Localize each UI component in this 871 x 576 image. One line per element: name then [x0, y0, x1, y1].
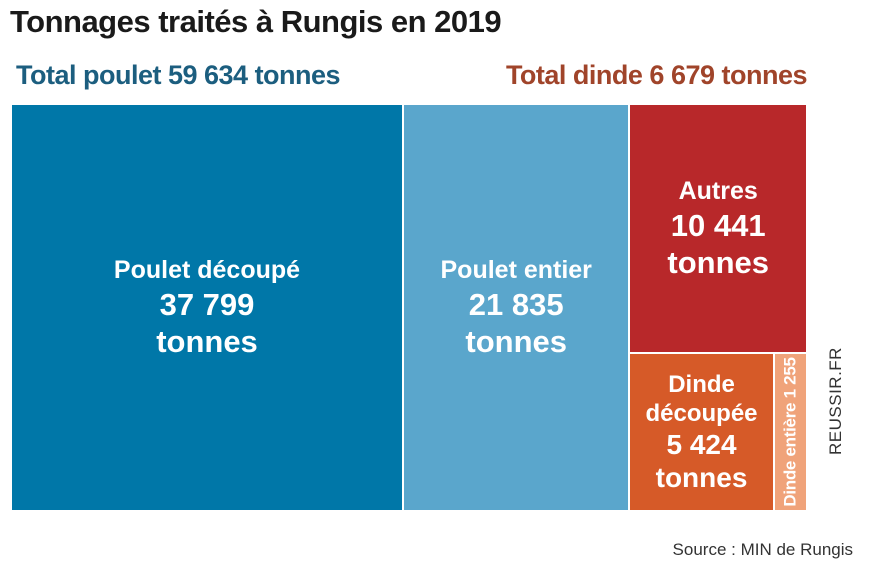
- treemap: Poulet découpé 37 799 tonnes Poulet enti…: [12, 105, 808, 510]
- tile-chicken-whole-label: Poulet entier: [440, 256, 592, 284]
- total-chicken: Total poulet 59 634 tonnes: [16, 60, 341, 90]
- tile-turkey-cut-label-1: Dinde: [668, 370, 735, 398]
- tile-chicken-cut-value: 37 799: [159, 287, 255, 322]
- tile-chicken-whole-unit: tonnes: [465, 324, 568, 359]
- tile-others-value: 10 441: [670, 207, 766, 243]
- tile-others-unit: tonnes: [667, 244, 770, 280]
- tile-chicken-cut-unit: tonnes: [156, 324, 258, 359]
- tile-turkey-whole: Dinde entière 1 255: [774, 351, 808, 510]
- credit-label: REUSSIR.FR: [826, 347, 845, 455]
- tile-others-label: Autres: [678, 176, 758, 205]
- tile-turkey-cut: Dinde découpée 5 424 tonnes: [630, 351, 775, 510]
- tile-turkey-cut-label-2: découpée: [645, 399, 758, 427]
- tile-turkey-whole-label: Dinde entière 1 255: [780, 357, 800, 507]
- tile-chicken-cut: Poulet découpé 37 799 tonnes: [12, 105, 404, 510]
- tile-chicken-whole: Poulet entier 21 835 tonnes: [404, 105, 631, 510]
- source-note: Source : MIN de Rungis: [672, 540, 853, 559]
- tile-chicken-whole-value: 21 835: [468, 287, 564, 322]
- tile-turkey-cut-value: 5 424: [666, 428, 737, 460]
- chart-title: Tonnages traités à Rungis en 2019: [10, 4, 502, 39]
- total-turkey: Total dinde 6 679 tonnes: [505, 60, 808, 90]
- tile-others: Autres 10 441 tonnes: [630, 105, 808, 352]
- tile-chicken-cut-label: Poulet découpé: [113, 256, 301, 284]
- tile-turkey-cut-unit: tonnes: [655, 461, 748, 493]
